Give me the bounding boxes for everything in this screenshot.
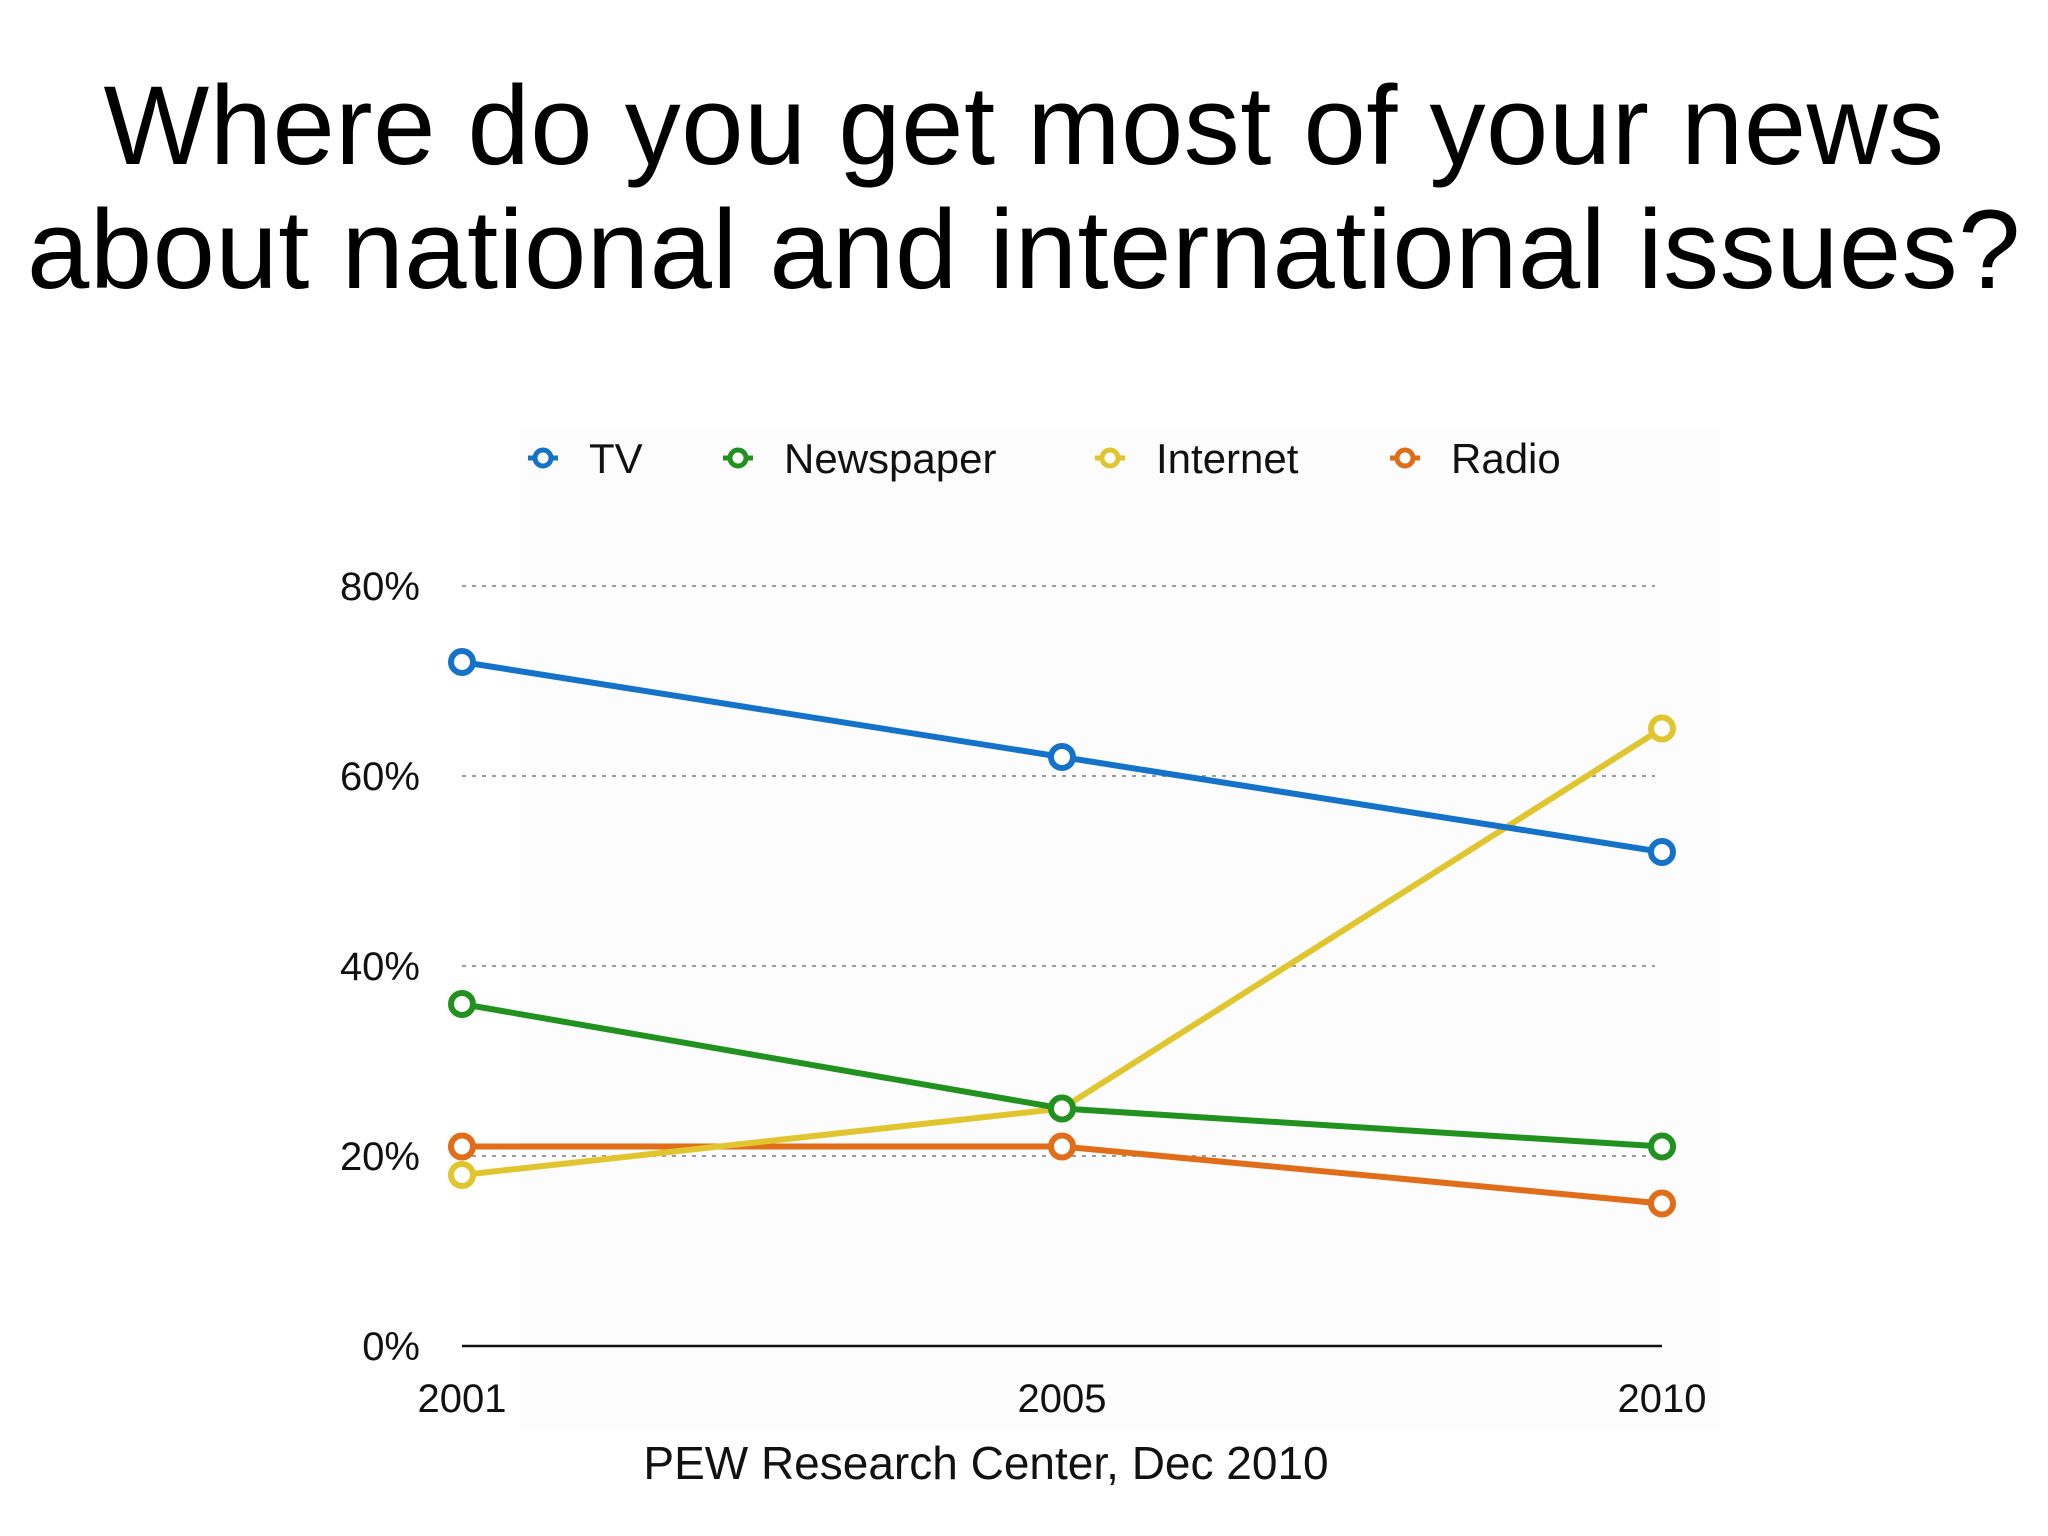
x-axis: 2001 2005 2010 [418,1344,1707,1421]
slide-title-line-2: about national and international issues? [27,187,2021,312]
legend-item-internet: Internet [1095,435,1299,482]
legend-marker-icon [727,447,749,469]
legend-label: Newspaper [784,435,996,482]
slide-title: Where do you get most of your news about… [0,64,2048,312]
legend-label: Radio [1451,435,1561,482]
data-point-newspaper [1048,1094,1076,1123]
legend-item-tv: TV [528,435,643,482]
legend-item-radio: Radio [1390,435,1561,482]
legend-label: TV [589,435,643,482]
x-tick-label: 2010 [1618,1377,1707,1421]
data-point-radio [448,1132,476,1161]
data-point-newspaper [1648,1132,1676,1161]
data-point-newspaper [448,990,476,1018]
plot-background [520,430,1720,1430]
legend-label: Internet [1156,435,1299,482]
y-tick-label: 20% [340,1135,420,1179]
data-point-tv [448,648,476,676]
series-group [448,648,1676,1218]
y-tick-label: 40% [340,945,420,989]
legend-marker-icon [1394,447,1416,469]
data-point-tv [1048,743,1076,771]
legend-marker-icon [532,447,554,469]
legend: TV Newspaper Internet Radio [528,435,1561,482]
x-tick-label: 2005 [1018,1377,1107,1421]
y-tick-label: 80% [340,565,420,609]
x-tick-label: 2001 [418,1377,507,1421]
legend-item-newspaper: Newspaper [723,435,996,482]
slide-title-line-1: Where do you get most of your news [103,63,1945,188]
data-point-internet [448,1161,476,1189]
data-point-radio [1648,1189,1676,1218]
data-point-tv [1648,838,1676,866]
y-axis: 0% 20% 40% 60% 80% [340,565,420,1369]
data-point-radio [1048,1132,1076,1161]
y-tick-label: 60% [340,755,420,799]
y-tick-label: 0% [362,1325,420,1369]
chart-source: PEW Research Center, Dec 2010 [643,1437,1328,1489]
data-point-internet [1648,714,1676,743]
legend-marker-icon [1099,447,1121,469]
